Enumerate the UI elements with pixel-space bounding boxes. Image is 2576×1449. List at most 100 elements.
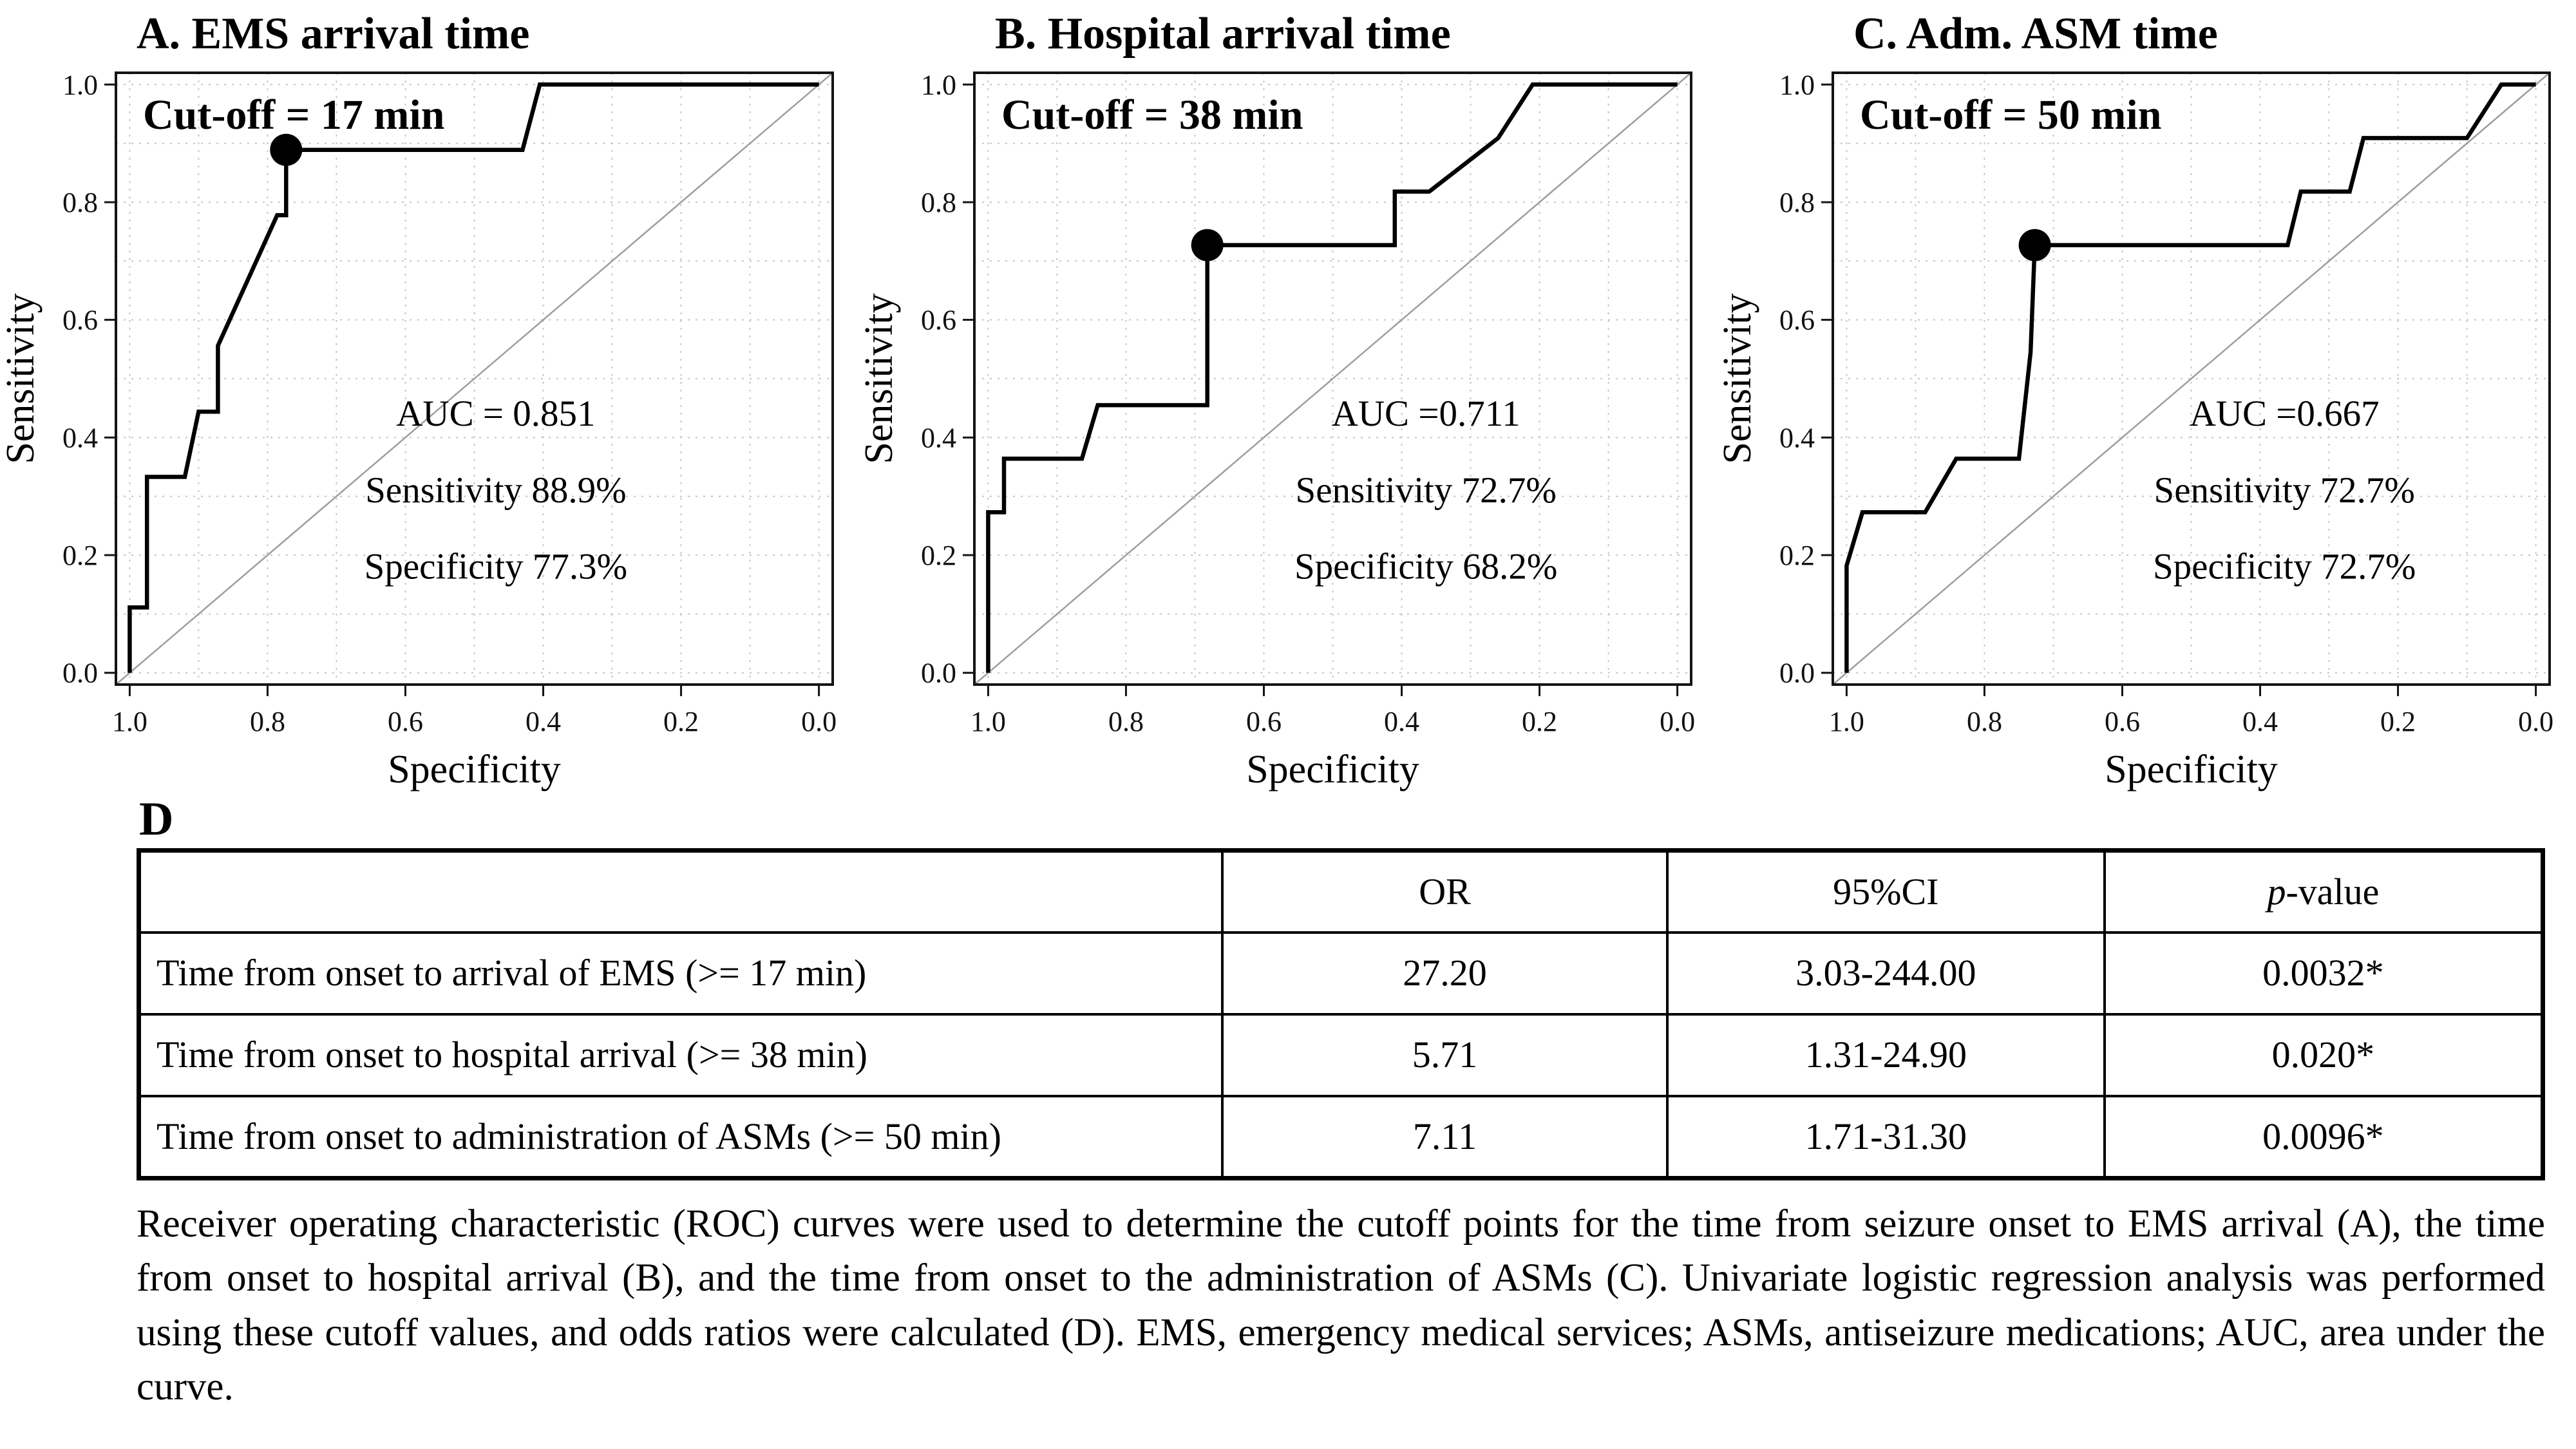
chance-diagonal-line (115, 71, 833, 685)
or-cell: 27.20 (1221, 931, 1669, 1016)
panel-b-title: B. Hospital arrival time (995, 9, 1451, 59)
x-tick-label: 0.2 (2380, 706, 2416, 737)
cutoff-point-marker (1191, 229, 1224, 261)
sensitivity-annotation: Sensitivity 88.9% (365, 469, 626, 510)
x-tick-label: 0.6 (2105, 706, 2140, 737)
x-tick-label: 1.0 (971, 706, 1006, 737)
x-tick-label: 0.2 (1522, 706, 1557, 737)
y-tick-label: 0.6 (1779, 304, 1815, 336)
auc-annotation: AUC =0.667 (2190, 393, 2380, 434)
specificity-annotation: Specificity 72.7% (2153, 546, 2416, 587)
specificity-annotation: Specificity 77.3% (365, 546, 627, 587)
header-or-cell: OR (1221, 848, 1669, 934)
table-row: Time from onset to arrival of EMS (>= 17… (137, 931, 2544, 1016)
cutoff-annotation: Cut-off = 50 min (1860, 91, 2161, 138)
cutoff-annotation: Cut-off = 17 min (143, 91, 444, 138)
ci-cell: 1.71-31.30 (1665, 1094, 2106, 1180)
x-axis-title: Specificity (2105, 748, 2278, 791)
table-row: Time from onset to administration of ASM… (137, 1094, 2544, 1180)
roc-plot-b: 1.0 0.8 0.6 0.4 0.2 0.0 0.0 0.2 0.4 0.6 0.8 1.0 Sens… (858, 69, 1695, 791)
cutoff-point-marker (270, 133, 303, 166)
y-tick-label: 0.4 (921, 422, 956, 453)
cutoff-annotation: Cut-off = 38 min (1001, 91, 1303, 138)
x-tick-label: 1.0 (112, 706, 147, 737)
chance-diagonal-line (1832, 71, 2550, 685)
x-axis-title: Specificity (388, 748, 561, 791)
chance-diagonal-line (974, 71, 1692, 685)
x-tick-label: 1.0 (1829, 706, 1864, 737)
y-tick-label: 0.0 (1779, 657, 1815, 688)
panel-c-title: C. Adm. ASM time (1853, 9, 2218, 59)
p-value-cell: 0.020* (2103, 1012, 2544, 1097)
roc-plot-c: 1.0 0.8 0.6 0.4 0.2 0.0 0.0 0.2 0.4 0.6 0.8 1.0 Sens… (1717, 69, 2553, 791)
y-tick-label: 1.0 (62, 69, 98, 100)
x-axis-title: Specificity (1246, 748, 1419, 791)
panel-d-label: D (139, 792, 174, 846)
y-tick-label: 0.4 (1779, 422, 1815, 453)
y-tick-label: 0.6 (62, 304, 98, 336)
y-tick-label: 0.8 (62, 186, 98, 218)
y-tick-label: 0.2 (1779, 540, 1815, 571)
sensitivity-annotation: Sensitivity 72.7% (1296, 469, 1557, 510)
roc-panel-b: B. Hospital arrival time 1.0 0.8 0.6 0.4 0.2… (858, 0, 1717, 794)
roc-panel-a: A. EMS arrival time 1.0 0.8 0.6 0.4 0.2 0.0 0.… (0, 0, 858, 794)
y-axis-title: Sensitivity (858, 293, 901, 464)
row-label-cell: Time from onset to arrival of EMS (>= 17… (137, 931, 1224, 1016)
x-tick-label: 0.8 (1108, 706, 1144, 737)
x-tick-label: 0.0 (1660, 706, 1695, 737)
row-label-cell: Time from onset to administration of ASM… (137, 1094, 1224, 1180)
roc-plot-a: 1.0 0.8 0.6 0.4 0.2 0.0 0.0 0.2 0.4 0.6 0.8 1.0 Sens… (0, 69, 837, 791)
p-rest: -value (2286, 870, 2380, 913)
y-tick-label: 1.0 (1779, 69, 1815, 100)
y-tick-label: 0.0 (921, 657, 956, 688)
panel-a-title: A. EMS arrival time (137, 9, 530, 59)
y-tick-label: 0.8 (921, 186, 956, 218)
x-tick-label: 0.4 (1384, 706, 1419, 737)
x-tick-label: 0.0 (801, 706, 837, 737)
ci-cell: 3.03-244.00 (1665, 931, 2106, 1016)
or-cell: 7.11 (1221, 1094, 1669, 1180)
x-tick-label: 0.0 (2518, 706, 2553, 737)
y-axis-title: Sensitivity (0, 293, 43, 464)
y-tick-label: 0.2 (62, 540, 98, 571)
figure-caption: Receiver operating characteristic (ROC) … (137, 1202, 2545, 1408)
cutoff-point-marker (2018, 229, 2051, 261)
header-pvalue-cell: p-value (2103, 848, 2544, 934)
x-tick-label: 0.6 (388, 706, 423, 737)
x-tick-label: 0.4 (2242, 706, 2278, 737)
p-italic: p (2267, 870, 2286, 913)
p-value-cell: 0.0032* (2103, 931, 2544, 1016)
roc-panels-row: A. EMS arrival time 1.0 0.8 0.6 0.4 0.2 0.0 0.… (0, 0, 2575, 794)
roc-curve (986, 82, 1678, 673)
ci-cell: 1.31-24.90 (1665, 1012, 2106, 1097)
y-tick-label: 1.0 (921, 69, 956, 100)
plot-border (115, 71, 834, 686)
x-tick-label: 0.4 (526, 706, 561, 737)
header-variable-cell (137, 848, 1224, 934)
auc-annotation: AUC =0.711 (1332, 393, 1520, 434)
row-label-cell: Time from onset to hospital arrival (>= … (137, 1012, 1224, 1097)
odds-ratio-table: OR 95%CI p-value Time from onset to arri… (137, 848, 2545, 1181)
plot-border (973, 71, 1692, 686)
y-tick-label: 0.4 (62, 422, 98, 453)
sensitivity-annotation: Sensitivity 72.7% (2154, 469, 2415, 510)
y-axis-title: Sensitivity (1717, 293, 1759, 464)
or-cell: 5.71 (1221, 1012, 1669, 1097)
table-row: Time from onset to hospital arrival (>= … (137, 1012, 2544, 1097)
y-tick-label: 0.0 (62, 657, 98, 688)
y-tick-label: 0.6 (921, 304, 956, 336)
y-tick-label: 0.2 (921, 540, 956, 571)
x-tick-label: 0.8 (250, 706, 285, 737)
roc-panel-c: C. Adm. ASM time 1.0 0.8 0.6 0.4 0.2 0.0 0.0 0.… (1717, 0, 2575, 794)
auc-annotation: AUC = 0.851 (396, 393, 595, 434)
table-header: OR 95%CI p-value (137, 848, 2544, 934)
plot-border (1832, 71, 2551, 686)
roc-curve (128, 82, 819, 673)
y-tick-label: 0.8 (1779, 186, 1815, 218)
p-value-cell: 0.0096* (2103, 1094, 2544, 1180)
x-tick-label: 0.6 (1246, 706, 1282, 737)
header-ci-cell: 95%CI (1665, 848, 2106, 934)
table-header-row: OR 95%CI p-value (137, 848, 2544, 934)
specificity-annotation: Specificity 68.2% (1294, 546, 1557, 587)
